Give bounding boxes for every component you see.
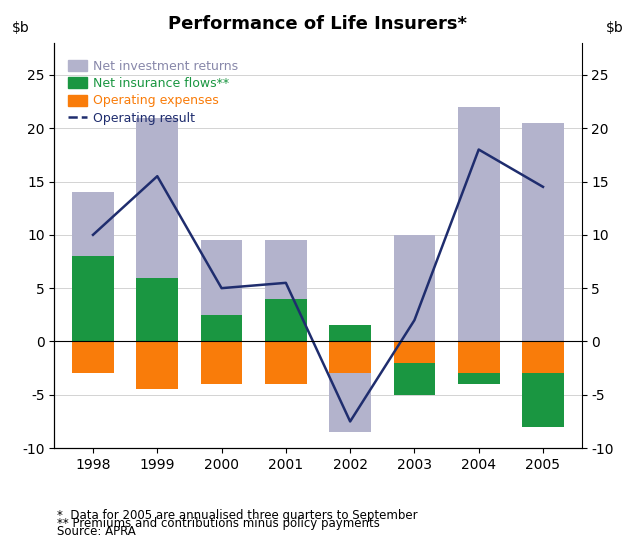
Title: Performance of Life Insurers*: Performance of Life Insurers* — [169, 15, 467, 33]
Bar — [201, 315, 242, 341]
Text: Source: APRA: Source: APRA — [57, 525, 136, 535]
Bar — [329, 341, 371, 432]
Bar — [201, 341, 242, 384]
Bar — [72, 192, 114, 341]
Bar — [201, 240, 242, 341]
Bar — [394, 341, 435, 363]
Bar — [458, 373, 500, 384]
Bar — [522, 373, 564, 427]
Bar — [458, 107, 500, 341]
Bar — [72, 341, 114, 373]
Legend: Net investment returns, Net insurance flows**, Operating expenses, Operating res: Net investment returns, Net insurance fl… — [66, 57, 241, 127]
Text: $b: $b — [12, 21, 30, 35]
Text: ** Premiums and contributions minus policy payments: ** Premiums and contributions minus poli… — [57, 517, 380, 530]
Bar — [394, 363, 435, 395]
Bar — [72, 256, 114, 341]
Bar — [265, 240, 307, 341]
Bar — [329, 325, 371, 341]
Bar — [458, 341, 500, 373]
Bar — [394, 235, 435, 341]
Bar — [522, 123, 564, 341]
Bar — [136, 341, 178, 389]
Text: *  Data for 2005 are annualised three quarters to September: * Data for 2005 are annualised three qua… — [57, 509, 418, 522]
Bar — [522, 341, 564, 373]
Bar — [136, 118, 178, 341]
Bar — [136, 278, 178, 341]
Text: $b: $b — [606, 21, 624, 35]
Bar — [329, 341, 371, 373]
Bar — [265, 299, 307, 341]
Bar — [265, 341, 307, 384]
